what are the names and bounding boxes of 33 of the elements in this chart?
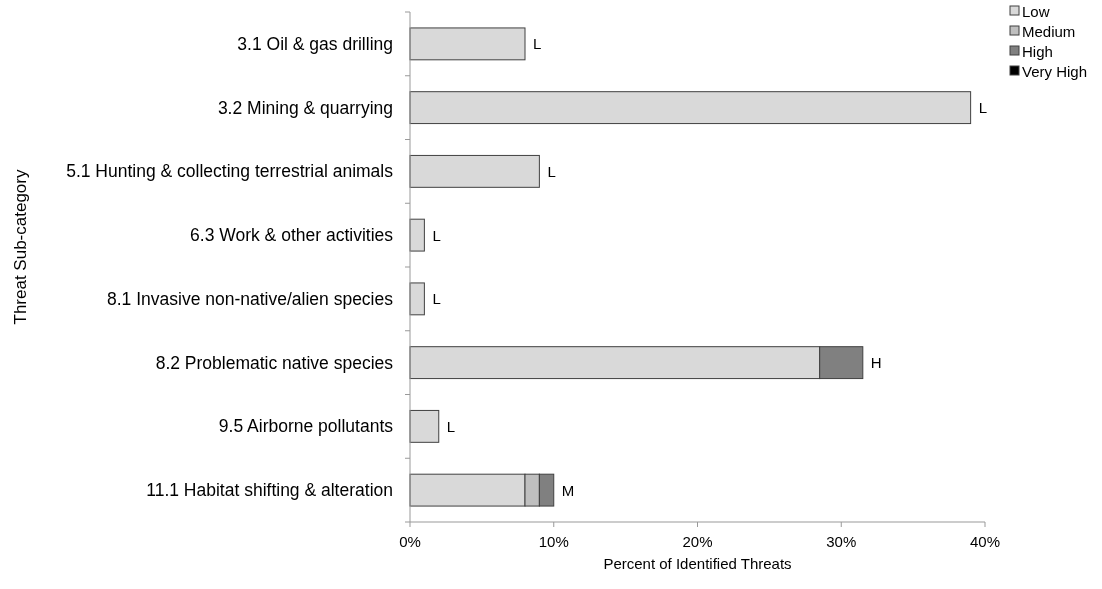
y-tick-label: 11.1 Habitat shifting & alteration xyxy=(146,480,393,501)
y-tick-label: 5.1 Hunting & collecting terrestrial animals xyxy=(66,161,394,182)
x-tick-label: 10% xyxy=(538,533,569,550)
y-tick-label: 3.2 Mining & quarrying xyxy=(217,97,393,118)
x-tick-label: 20% xyxy=(682,533,713,550)
bar xyxy=(409,218,425,252)
y-tick-label: 3.1 Oil & gas drilling xyxy=(237,33,393,54)
legend-label: High xyxy=(1022,42,1053,60)
legend-label: Medium xyxy=(1022,22,1076,40)
x-tick-label: 40% xyxy=(969,533,1001,550)
legend-label: Low xyxy=(1022,2,1050,20)
x-axis-title: Percent of Identified Threats xyxy=(603,555,792,572)
bar xyxy=(409,282,425,316)
y-tick-label: 8.1 Invasive non-native/alien species xyxy=(106,288,394,309)
annotation: L xyxy=(446,417,456,435)
annotation: L xyxy=(547,162,556,180)
bar xyxy=(409,27,526,61)
x-tick-label: 0% xyxy=(399,533,421,550)
y-axis-title: Threat Sub-category xyxy=(11,169,30,325)
bar xyxy=(409,154,540,188)
annotation: M xyxy=(561,481,575,499)
y-tick-label: 8.2 Problematic native species xyxy=(155,352,394,373)
y-tick-label: 6.3 Work & other activities xyxy=(190,225,394,246)
annotation: L xyxy=(432,226,441,244)
bar xyxy=(409,409,440,443)
bar xyxy=(409,91,972,125)
y-tick-label: 9.5 Airborne pollutants xyxy=(218,416,394,437)
x-tick-label: 30% xyxy=(826,533,857,550)
annotation: L xyxy=(432,290,441,308)
annotation: H xyxy=(870,354,882,372)
legend-label: Very High xyxy=(1022,62,1088,80)
annotation: L xyxy=(978,99,987,117)
annotation: L xyxy=(533,35,542,53)
